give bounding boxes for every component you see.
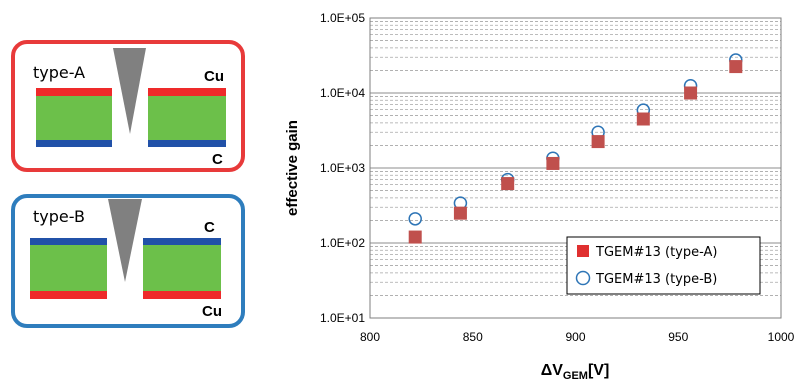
x-tick-label: 950 [668, 330, 688, 344]
legend-label-type-b: TGEM#13 (type-B) [595, 272, 717, 287]
x-axis-title-subscript: GEM [563, 370, 588, 382]
y-tick-label: 1.0E+02 [320, 236, 365, 250]
type-b-left-cu-layer [30, 291, 107, 299]
type-b-left-insulator [30, 245, 107, 291]
y-tick-label: 1.0E+04 [320, 86, 365, 100]
type-b-right-cu-layer [143, 291, 221, 299]
plot-area-border [369, 17, 782, 319]
type-a-left-c-layer [36, 140, 112, 147]
type-b-diagram: type-B C Cu [11, 194, 245, 328]
gain-chart: 800 850 900 950 1000 1.0E+011.0E+021.0E+031.… [284, 11, 795, 382]
type-b-top-layer-label: C [204, 219, 215, 236]
type-a-point [729, 60, 743, 74]
type-b-frame [11, 194, 245, 328]
type-a-left-insulator [36, 96, 112, 140]
y-tick-label: 1.0E+03 [320, 161, 365, 175]
data-series [408, 53, 743, 244]
legend: TGEM#13 (type-A) TGEM#13 (type-B) [566, 236, 761, 295]
x-axis-title: ΔVGEM[V] [541, 362, 610, 382]
type-a-top-layer-label: Cu [204, 68, 224, 85]
type-b-point [408, 212, 422, 226]
type-a-point [453, 206, 467, 220]
x-axis-title-main: ΔV [541, 362, 564, 379]
x-tick-label: 800 [360, 330, 380, 344]
type-a-needle [113, 48, 146, 134]
legend-label-type-a: TGEM#13 (type-A) [595, 245, 718, 260]
type-a-bottom-layer-label: C [212, 151, 223, 168]
type-a-point [408, 230, 422, 244]
y-tick-label: 1.0E+01 [320, 311, 365, 325]
x-axis-title-unit: [V] [588, 362, 609, 379]
type-a-point [546, 156, 560, 170]
type-a-right-insulator [148, 96, 226, 140]
x-tick-label: 850 [463, 330, 483, 344]
type-b-left-c-layer [30, 238, 107, 245]
type-a-label: type-A [33, 63, 85, 82]
legend-box [566, 236, 761, 295]
x-tick-label: 1000 [768, 330, 795, 344]
type-a-right-c-layer [148, 140, 226, 147]
type-b-needle [108, 199, 142, 282]
legend-marker-type-a [577, 245, 589, 257]
type-a-point [501, 177, 515, 191]
type-a-diagram: type-A Cu C [11, 40, 245, 172]
legend-marker-type-b [575, 270, 591, 286]
type-a-point [591, 135, 605, 149]
x-tick-label: 900 [565, 330, 585, 344]
type-a-left-cu-layer [36, 88, 112, 96]
type-a-right-cu-layer [148, 88, 226, 96]
type-a-point [636, 112, 650, 126]
type-b-right-c-layer [143, 238, 221, 245]
y-tick-label: 1.0E+05 [320, 11, 365, 25]
y-tick-labels: 1.0E+01 1.0E+02 1.0E+03 1.0E+04 1.0E+05 [320, 11, 365, 325]
type-b-label: type-B [33, 207, 85, 226]
x-tick-labels: 800 850 900 950 1000 [360, 330, 795, 344]
y-axis-title: effective gain [284, 120, 301, 216]
type-a-frame [11, 40, 245, 172]
type-b-right-insulator [143, 245, 221, 291]
type-a-point [684, 86, 698, 100]
type-b-bottom-layer-label: Cu [202, 303, 222, 320]
